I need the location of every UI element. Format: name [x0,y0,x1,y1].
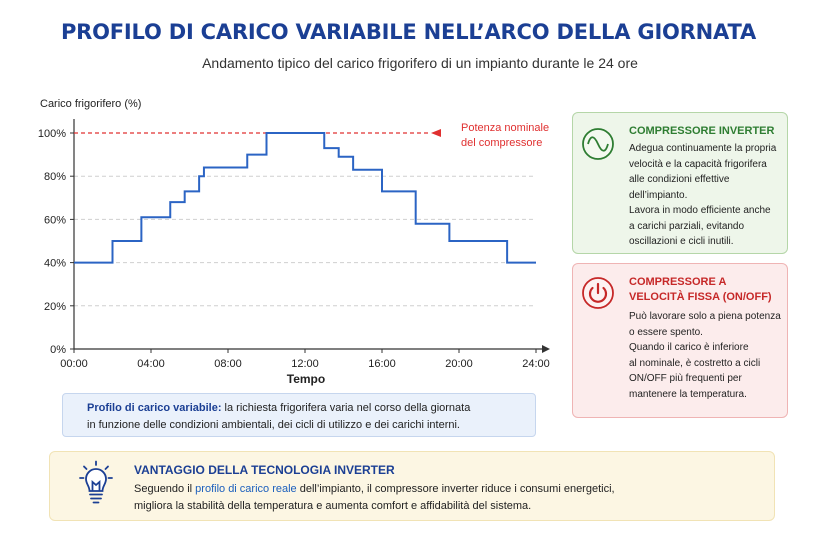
load-profile-chart: 0% 20% 40% 60% 80% 100% 00:00 04:00 08:00 12:00 16… [38,98,550,386]
inverter-card: COMPRESSORE INVERTER Adegua continuament… [572,112,788,254]
inverter-advantage-box: VANTAGGIO DELLA TECNOLOGIA INVERTER Segu… [49,451,775,521]
advantage-highlight: profilo di carico reale [195,483,297,495]
fixed-speed-card-title: COMPRESSORE A VELOCITÀ FISSA (ON/OFF) [629,276,772,303]
x-tick-label: 12:00 [291,358,319,370]
advantage-title: VANTAGGIO DELLA TECNOLOGIA INVERTER [134,463,395,477]
fixed-speed-card-text: Può lavorare solo a piena potenza o esse… [629,311,781,400]
fixed-speed-card: COMPRESSORE A VELOCITÀ FISSA (ON/OFF) Pu… [572,263,788,418]
x-tick-label: 08:00 [214,358,242,370]
y-axis-label: Carico frigorifero (%) [40,98,141,110]
x-axis-label: Tempo [287,372,325,386]
note-text-line2: in funzione delle condizioni ambientali,… [87,419,460,431]
inverter-card-text: Adegua continuamente la propria velocità… [629,143,777,247]
y-tick-label: 100% [38,128,66,140]
x-tick-label: 24:00 [522,358,550,370]
page-subtitle: Andamento tipico del carico frigorifero … [202,55,638,71]
x-tick-label: 16:00 [368,358,396,370]
lightbulb-icon [79,460,113,504]
x-tick-label: 04:00 [137,358,165,370]
nominal-power-label: del compressore [461,137,542,149]
x-tick-label: 20:00 [445,358,473,370]
nominal-power-label: Potenza nominale [461,122,549,134]
advantage-text: Seguendo il profilo di carico reale dell… [134,483,615,512]
y-tick-label: 80% [44,171,66,183]
nominal-power-arrow [431,129,441,137]
load-profile-note: Profilo di carico variabile: la richiest… [62,393,536,437]
y-tick-label: 40% [44,258,66,270]
note-text: la richiesta frigorifera varia nel corso… [221,402,471,414]
inverter-card-title: COMPRESSORE INVERTER [629,125,775,137]
y-tick-label: 60% [44,214,66,226]
x-axis-arrow [542,345,550,353]
power-icon [582,277,614,309]
y-tick-label: 0% [50,344,66,356]
y-tick-label: 20% [44,301,66,313]
x-tick-label: 00:00 [60,358,88,370]
page-title: PROFILO DI CARICO VARIABILE NELL’ARCO DE… [60,20,757,44]
sine-wave-icon [582,128,614,160]
load-profile-series [74,132,536,264]
note-highlight: Profilo di carico variabile: [87,402,222,414]
